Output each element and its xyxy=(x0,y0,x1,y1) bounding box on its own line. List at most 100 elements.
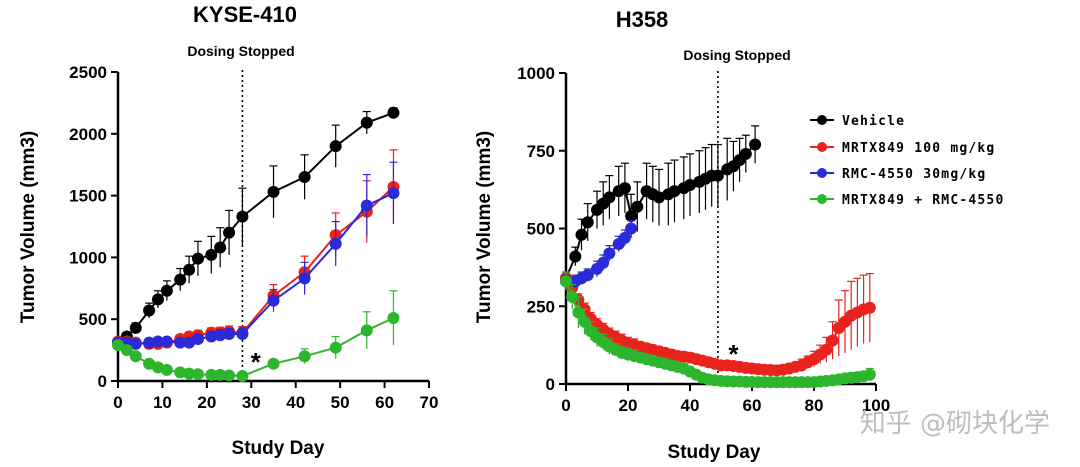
data-point xyxy=(329,341,342,354)
significance-star-kyse410: * xyxy=(251,347,262,377)
data-point xyxy=(684,178,696,191)
data-point xyxy=(387,106,400,119)
x-tick-label: 0 xyxy=(113,393,122,412)
data-point xyxy=(603,247,616,260)
data-point xyxy=(191,368,204,381)
data-point xyxy=(387,311,400,324)
y-axis-label-h358: Tumor Volume (mm3) xyxy=(474,131,495,323)
kyse410-panel: KYSE-410 Tumor Volume (mm3) Study Day Do… xyxy=(18,2,438,459)
data-point xyxy=(863,368,876,381)
data-point xyxy=(387,187,400,200)
y-tick-label: 1000 xyxy=(517,64,555,83)
data-point xyxy=(826,334,839,347)
significance-star-h358: * xyxy=(728,339,739,369)
data-point xyxy=(151,335,164,348)
data-point xyxy=(820,343,833,356)
data-point xyxy=(214,368,227,381)
y-tick-label: 500 xyxy=(79,310,107,329)
legend-marker xyxy=(817,194,827,204)
series-mrtx849-rmc-4550 xyxy=(112,290,400,383)
y-tick-label: 2000 xyxy=(69,125,107,144)
y-tick-label: 1000 xyxy=(69,248,107,267)
x-tick-label: 40 xyxy=(286,393,305,412)
series-line xyxy=(118,192,394,345)
axes-kyse410: 0 10 20 30 40 50 60 70 0 500 1000 1500 2000 2500 xyxy=(69,63,438,412)
legend-label: MRTX849 + RMC-4550 xyxy=(842,193,1004,208)
data-point xyxy=(129,337,142,350)
data-point xyxy=(223,369,236,382)
data-point xyxy=(711,169,724,182)
data-point xyxy=(597,256,610,269)
data-point xyxy=(298,272,311,285)
data-point xyxy=(223,226,236,239)
x-axis-label-h358: Study Day xyxy=(668,442,761,463)
data-point xyxy=(174,273,187,286)
x-tick-label: 60 xyxy=(375,393,394,412)
data-point xyxy=(360,199,373,212)
data-point xyxy=(112,339,124,352)
data-point xyxy=(578,315,591,328)
x-tick-label: 30 xyxy=(242,393,261,412)
watermark-text: 知乎 @砌块化学 xyxy=(860,409,1050,439)
data-point xyxy=(120,344,133,357)
data-point xyxy=(214,329,227,342)
data-point xyxy=(739,147,752,160)
legend-marker xyxy=(817,115,827,125)
chart-title-kyse410: KYSE-410 xyxy=(193,2,297,27)
data-point xyxy=(298,350,311,363)
data-point xyxy=(298,171,311,184)
data-point xyxy=(236,370,249,383)
legend-item-combo: MRTX849 + RMC-4550 xyxy=(810,193,1004,208)
data-point xyxy=(625,222,638,235)
data-point xyxy=(572,306,585,319)
y-tick-label: 750 xyxy=(527,142,555,161)
x-tick-label: 70 xyxy=(420,393,439,412)
data-point xyxy=(618,182,631,195)
data-point xyxy=(749,138,762,151)
data-point xyxy=(603,191,616,204)
data-point xyxy=(566,290,579,303)
data-point xyxy=(631,200,644,213)
data-point xyxy=(129,350,142,363)
chart-title-h358: H358 xyxy=(616,7,669,32)
data-point xyxy=(214,241,227,254)
y-axis-label-kyse410: Tumor Volume (mm3) xyxy=(18,131,39,323)
data-point xyxy=(183,367,196,380)
data-point xyxy=(205,248,218,261)
data-point xyxy=(129,321,142,334)
data-point xyxy=(581,269,594,282)
legend-marker xyxy=(817,168,827,178)
data-point xyxy=(236,210,249,223)
x-axis-label-kyse410: Study Day xyxy=(232,438,325,459)
data-point xyxy=(223,328,236,341)
data-point xyxy=(143,336,156,349)
legend-item-vehicle: Vehicle xyxy=(810,114,904,129)
x-tick-label: 40 xyxy=(681,396,700,415)
x-tick-label: 80 xyxy=(805,396,824,415)
x-tick-label: 20 xyxy=(197,393,216,412)
data-point xyxy=(183,263,196,276)
legend-label: MRTX849 100 mg/kg xyxy=(842,141,995,156)
legend-item-mrtx849: MRTX849 100 mg/kg xyxy=(810,141,995,156)
y-tick-label: 0 xyxy=(546,375,555,394)
y-tick-label: 2500 xyxy=(69,63,107,82)
data-point xyxy=(205,368,218,381)
data-point xyxy=(668,185,681,198)
x-tick-label: 50 xyxy=(331,393,350,412)
data-point xyxy=(160,284,173,297)
series-layer-kyse410 xyxy=(112,106,400,383)
data-point xyxy=(267,294,280,307)
series-vehicle xyxy=(560,125,762,285)
legend: Vehicle MRTX849 100 mg/kg RMC-4550 30mg/… xyxy=(810,114,1004,208)
data-point xyxy=(191,332,204,345)
data-point xyxy=(360,116,373,129)
h358-panel: H358 Tumor Volume (mm3) Study Day Dosing… xyxy=(474,7,890,463)
data-point xyxy=(560,275,572,288)
series-layer-h358 xyxy=(560,125,876,389)
data-point xyxy=(191,252,204,265)
x-tick-label: 10 xyxy=(153,393,172,412)
x-tick-label: 0 xyxy=(561,396,570,415)
x-tick-label: 60 xyxy=(743,396,762,415)
series-mrtx849-rmc-4550 xyxy=(560,271,876,389)
data-point xyxy=(618,231,631,244)
